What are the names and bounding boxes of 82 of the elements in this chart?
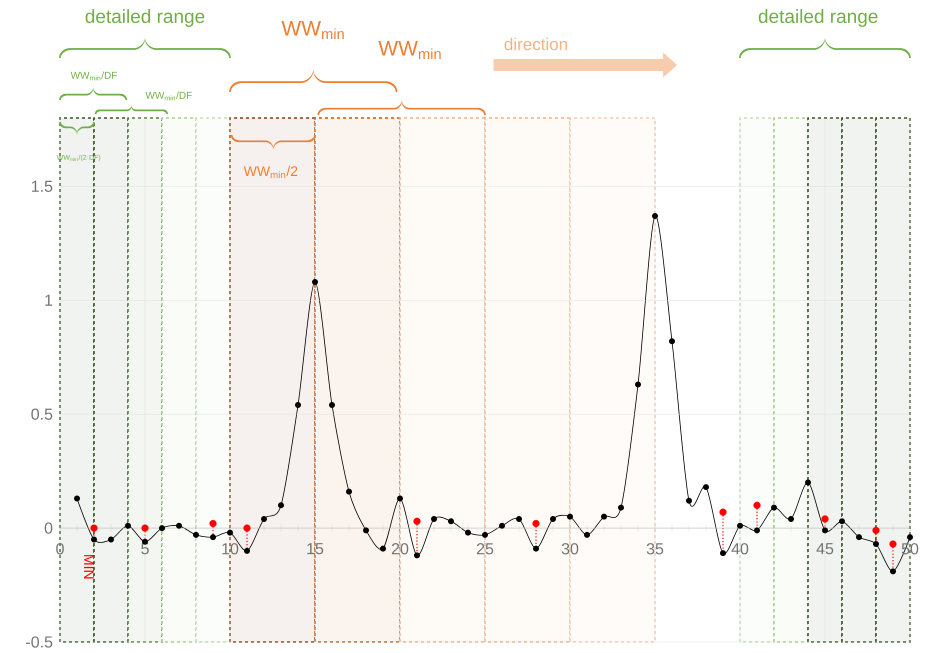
point (125, 522, 132, 529)
point (414, 552, 420, 558)
point (533, 546, 540, 552)
point (889, 540, 897, 548)
text: WW$_{min}$/DF (145, 92, 192, 100)
text: detailed range (758, 9, 878, 27)
point (516, 516, 522, 522)
point (719, 508, 727, 516)
point (159, 525, 166, 532)
point (448, 518, 454, 524)
point (822, 527, 828, 534)
y-tick-label: 0.5 (31, 408, 52, 420)
point (618, 504, 624, 511)
text: WW$_{min}$ (378, 41, 441, 59)
point (363, 527, 370, 534)
text: detailed range (86, 9, 204, 27)
point (584, 532, 590, 538)
point (209, 520, 217, 528)
point (380, 546, 386, 552)
point (890, 568, 896, 574)
point (805, 480, 811, 486)
point (821, 515, 829, 523)
point (90, 524, 98, 532)
point (737, 522, 743, 529)
point (74, 495, 80, 502)
point (482, 532, 488, 538)
point (788, 516, 794, 522)
y-tick-label: -0.5 (26, 636, 52, 648)
point (839, 518, 845, 524)
point (652, 212, 658, 219)
point (91, 536, 98, 542)
point (703, 484, 710, 490)
x-tick-label: 20 (392, 543, 408, 554)
annotation: WW$_{min}$/2 (244, 166, 298, 178)
annotation: MIN (84, 555, 94, 578)
x-tick-label: 10 (222, 543, 238, 554)
point (669, 338, 675, 344)
point (754, 527, 760, 534)
text: WW$_{min}$ (281, 21, 344, 39)
point (193, 532, 200, 538)
x-tick-label: 45 (816, 543, 834, 554)
point (329, 402, 336, 408)
point (550, 516, 556, 522)
x-tick-label: 40 (731, 543, 748, 554)
point (312, 279, 318, 286)
point (856, 534, 862, 540)
y-tick-label: 1 (45, 294, 52, 306)
point (176, 522, 182, 529)
point (244, 548, 250, 554)
text: WW$_{min}$/DF (70, 72, 117, 80)
point (108, 536, 114, 542)
y-tick-label: 0 (44, 522, 52, 534)
point (771, 504, 777, 511)
point (873, 541, 879, 548)
point (601, 514, 608, 520)
point (227, 530, 234, 536)
point (431, 516, 438, 522)
point (686, 498, 692, 504)
text: direction (504, 38, 568, 50)
point (261, 516, 268, 522)
point (532, 520, 540, 528)
point (346, 488, 352, 495)
point (567, 514, 573, 520)
point (397, 495, 404, 502)
point (635, 382, 642, 388)
y-tick-label: 1.5 (32, 180, 52, 192)
point (141, 524, 149, 532)
point (872, 526, 880, 534)
x-tick-label: 35 (646, 543, 664, 554)
point (465, 530, 472, 536)
point (753, 502, 761, 509)
point (210, 534, 216, 540)
x-tick-label: 0 (56, 543, 64, 554)
x-tick-label: 15 (307, 543, 324, 554)
point (243, 524, 251, 532)
point (413, 518, 421, 525)
point (499, 522, 506, 529)
point (720, 550, 726, 556)
point (907, 534, 913, 540)
x-tick-label: 30 (562, 543, 578, 554)
point (295, 402, 302, 408)
point (278, 502, 284, 508)
